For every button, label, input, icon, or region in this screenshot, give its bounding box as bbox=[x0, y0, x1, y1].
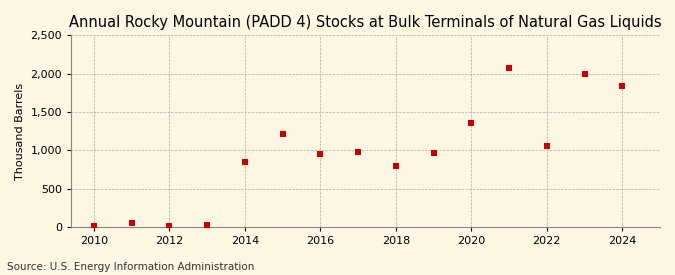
Point bbox=[352, 150, 363, 154]
Point bbox=[88, 224, 99, 229]
Point bbox=[240, 160, 250, 164]
Point bbox=[390, 164, 401, 168]
Text: Source: U.S. Energy Information Administration: Source: U.S. Energy Information Administ… bbox=[7, 262, 254, 272]
Y-axis label: Thousand Barrels: Thousand Barrels bbox=[15, 83, 25, 180]
Point bbox=[466, 121, 477, 125]
Title: Annual Rocky Mountain (PADD 4) Stocks at Bulk Terminals of Natural Gas Liquids: Annual Rocky Mountain (PADD 4) Stocks at… bbox=[70, 15, 662, 30]
Point bbox=[541, 144, 552, 148]
Point bbox=[428, 151, 439, 155]
Point bbox=[315, 152, 326, 156]
Point bbox=[617, 83, 628, 88]
Point bbox=[202, 222, 213, 227]
Point bbox=[504, 66, 514, 70]
Point bbox=[126, 221, 137, 225]
Point bbox=[164, 224, 175, 229]
Point bbox=[277, 132, 288, 136]
Point bbox=[579, 72, 590, 76]
